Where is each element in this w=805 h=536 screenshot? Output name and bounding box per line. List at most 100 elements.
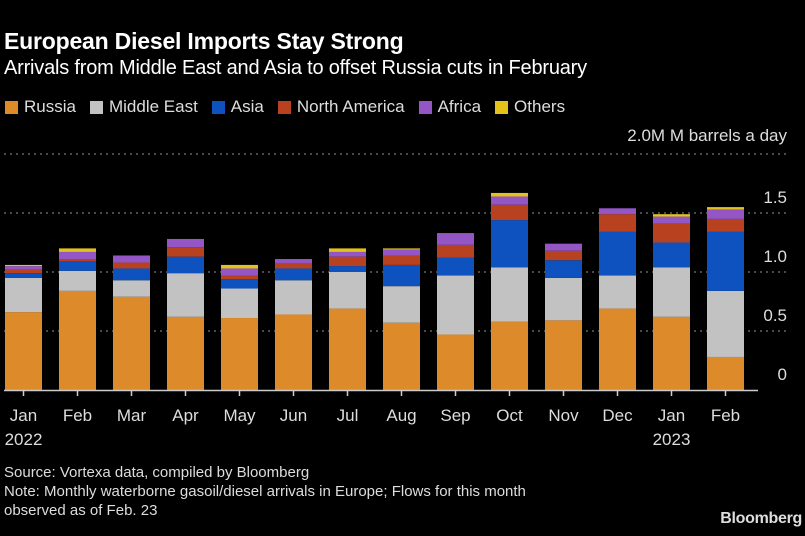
bar-segment-middle-east (113, 280, 150, 297)
legend-swatch (5, 100, 18, 114)
bar-segment-russia (329, 308, 366, 390)
bar-segment-north-america (329, 256, 366, 267)
legend-label: Asia (230, 97, 264, 116)
bloomberg-logo: Bloomberg (720, 510, 802, 527)
y-axis-top-label: 2.0M M barrels a day (627, 126, 787, 146)
legend-item-middle-east: Middle East (89, 97, 198, 117)
bar-segment-north-america (653, 223, 690, 243)
bar-segment-middle-east (599, 275, 636, 309)
y-tick-label: 0.5 (763, 306, 787, 325)
bar-segment-north-america (707, 218, 744, 232)
bar-segment-russia (275, 314, 312, 390)
legend-item-russia: Russia (5, 97, 76, 117)
bar-segment-north-america (221, 275, 258, 280)
bar-segment-asia (329, 266, 366, 272)
bar-segment-middle-east (437, 275, 474, 335)
bar-segment-others (329, 248, 366, 252)
bar-segment-others (491, 192, 528, 197)
x-year-label: 2023 (652, 430, 691, 449)
bar-segment-middle-east (5, 277, 42, 313)
x-tick-label: Apr (172, 406, 199, 425)
bar-segment-africa (653, 216, 690, 224)
bar-segment-africa (491, 196, 528, 205)
bar-segment-africa (437, 233, 474, 245)
bar-segment-north-america (599, 214, 636, 232)
legend-swatch (211, 100, 225, 114)
x-tick-label: Nov (548, 406, 579, 425)
bar-segment-africa (599, 208, 636, 215)
x-tick-label: Sep (440, 406, 471, 425)
bar-segment-asia (167, 256, 204, 274)
bar-segment-africa (275, 259, 312, 264)
chart-title: European Diesel Imports Stay Strong (4, 28, 404, 54)
bar-segment-africa (221, 268, 258, 276)
bar-segment-russia (653, 316, 690, 390)
unit-label: M barrels a day (669, 126, 787, 145)
bar-segment-africa (383, 249, 420, 256)
bar-segment-asia (437, 257, 474, 276)
legend: Russia Middle East Asia North America Africa… (5, 97, 565, 117)
legend-label: North America (296, 97, 405, 116)
bar-segment-russia (167, 316, 204, 390)
y-tick-label: 0 (778, 365, 787, 384)
x-tick-label: Dec (602, 406, 633, 425)
bar-segment-russia (383, 322, 420, 390)
bar-segment-middle-east (59, 270, 96, 291)
y-tick-label: 1.0 (763, 247, 787, 266)
bar-segment-others (5, 264, 42, 267)
legend-item-asia: Asia (211, 97, 264, 117)
x-year-label: 2022 (4, 430, 43, 449)
bar-segment-middle-east (329, 272, 366, 309)
legend-label: Africa (437, 97, 482, 116)
x-tick-label: Feb (62, 406, 93, 425)
bar-segment-north-america (491, 204, 528, 221)
bar-segment-russia (59, 290, 96, 390)
bar-segment-others (59, 248, 96, 252)
bar-segment-russia (707, 356, 744, 390)
footer-notes: Source: Vortexa data, compiled by Bloomb… (4, 463, 526, 520)
bar-segment-africa (545, 243, 582, 251)
bar-segment-north-america (383, 255, 420, 265)
bar-segment-middle-east (221, 288, 258, 319)
bar-segment-north-america (545, 250, 582, 261)
bar-segment-north-america (275, 263, 312, 269)
bar-segment-asia (275, 268, 312, 281)
bar-segment-africa (329, 251, 366, 257)
bar-segment-asia (113, 268, 150, 281)
x-tick-label: Mar (116, 406, 147, 425)
bar-segment-asia (383, 264, 420, 287)
bar-segment-asia (491, 220, 528, 268)
bar-segment-africa (5, 266, 42, 270)
bar-segment-middle-east (545, 277, 582, 321)
bar-segment-asia (653, 242, 690, 268)
x-tick-label: Feb (710, 406, 741, 425)
x-tick-label: Jan (9, 406, 38, 425)
bar-segment-middle-east (491, 267, 528, 322)
bar-segment-russia (221, 318, 258, 390)
bar-segment-russia (437, 334, 474, 390)
legend-swatch (277, 100, 291, 114)
y-tick-label-2: 2.0M (627, 126, 666, 145)
legend-item-africa: Africa (418, 97, 482, 117)
legend-swatch (418, 100, 432, 114)
bar-segment-russia (5, 312, 42, 390)
bar-segment-africa (707, 209, 744, 219)
bar-segment-middle-east (167, 273, 204, 317)
legend-label: Russia (24, 97, 76, 116)
legend-swatch (495, 100, 509, 114)
bar-segment-north-america (59, 259, 96, 262)
legend-item-others: Others (495, 97, 565, 117)
y-tick-label: 1.5 (763, 188, 787, 207)
bar-segment-asia (221, 279, 258, 289)
bar-segment-others (653, 214, 690, 217)
bar-segment-north-america (167, 247, 204, 257)
bar-segment-africa (167, 238, 204, 248)
legend-label: Middle East (108, 97, 198, 116)
bar-segment-africa (113, 255, 150, 263)
legend-label: Others (514, 97, 566, 116)
bar-segment-north-america (113, 262, 150, 269)
bar-segment-north-america (5, 269, 42, 274)
bar-segment-russia (545, 320, 582, 390)
bar-segment-asia (707, 231, 744, 291)
x-tick-label: May (223, 406, 256, 425)
